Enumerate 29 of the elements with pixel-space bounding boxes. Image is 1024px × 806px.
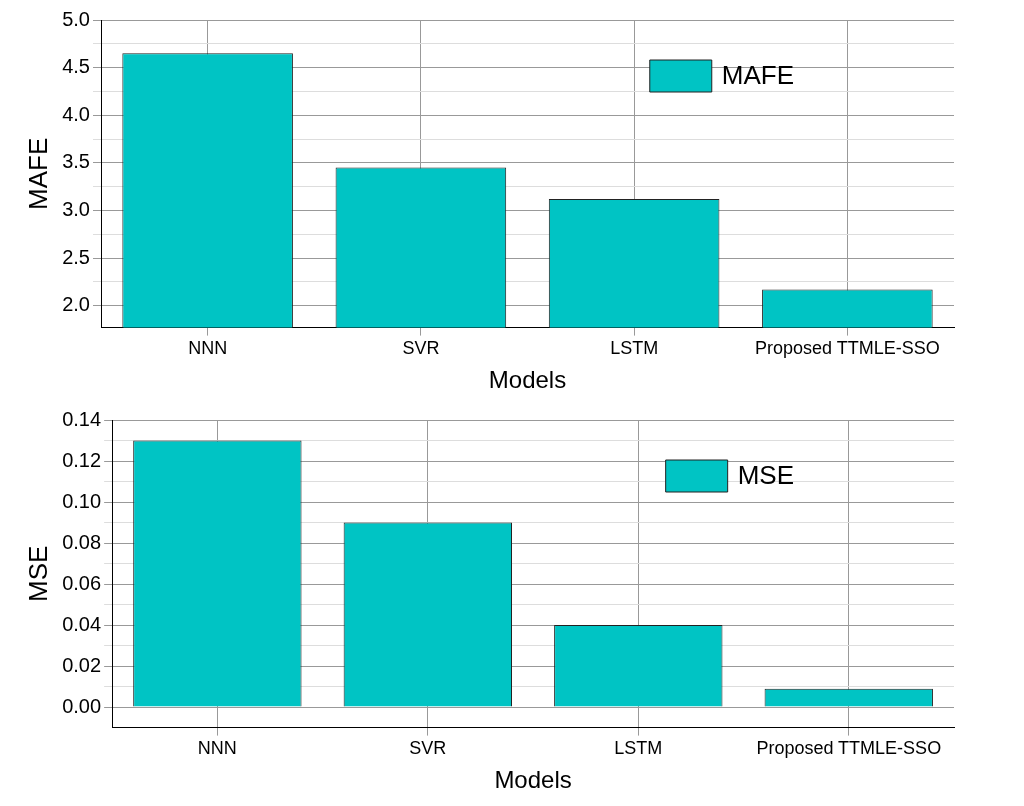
y-tick-label: 0.06 xyxy=(62,571,102,594)
x-tick-label: LSTM xyxy=(614,738,663,759)
y-tick-label: 0.14 xyxy=(62,407,102,430)
y-tick-label: 0.00 xyxy=(62,694,102,717)
legend-label: MAFE xyxy=(721,60,795,91)
y-tick-label: 3.5 xyxy=(62,150,90,173)
y-tick-label: 3.0 xyxy=(62,197,90,220)
x-tick-label: SVR xyxy=(402,338,440,359)
y-tick-label: 0.10 xyxy=(62,489,102,512)
y-tick-label: 2.0 xyxy=(62,293,90,316)
y-tick-label: 5.0 xyxy=(62,7,90,30)
y-tick-label: 2.5 xyxy=(62,245,90,268)
y-tick-label: 4.5 xyxy=(62,55,90,78)
y-tick-label: 0.08 xyxy=(62,530,102,553)
x-tick-label: Proposed TTMLE-SSO xyxy=(756,738,942,759)
y-tick-label: 0.04 xyxy=(62,612,102,635)
x-tick-label: LSTM xyxy=(610,338,659,359)
y-tick-label: 0.12 xyxy=(62,448,102,471)
x-axis-title: Models xyxy=(494,766,572,794)
y-axis-title: MAFE xyxy=(22,137,53,210)
x-axis-title: Models xyxy=(488,366,567,394)
y-tick-label: 0.02 xyxy=(62,653,102,676)
legend-label: MSE xyxy=(737,460,794,491)
x-tick-label: SVR xyxy=(409,738,447,759)
x-tick-label: Proposed TTMLE-SSO xyxy=(755,338,940,359)
y-tick-label: 4.0 xyxy=(62,102,90,125)
y-axis-title: MSE xyxy=(22,545,53,602)
x-tick-label: NNN xyxy=(197,738,237,759)
x-tick-label: NNN xyxy=(188,338,228,359)
